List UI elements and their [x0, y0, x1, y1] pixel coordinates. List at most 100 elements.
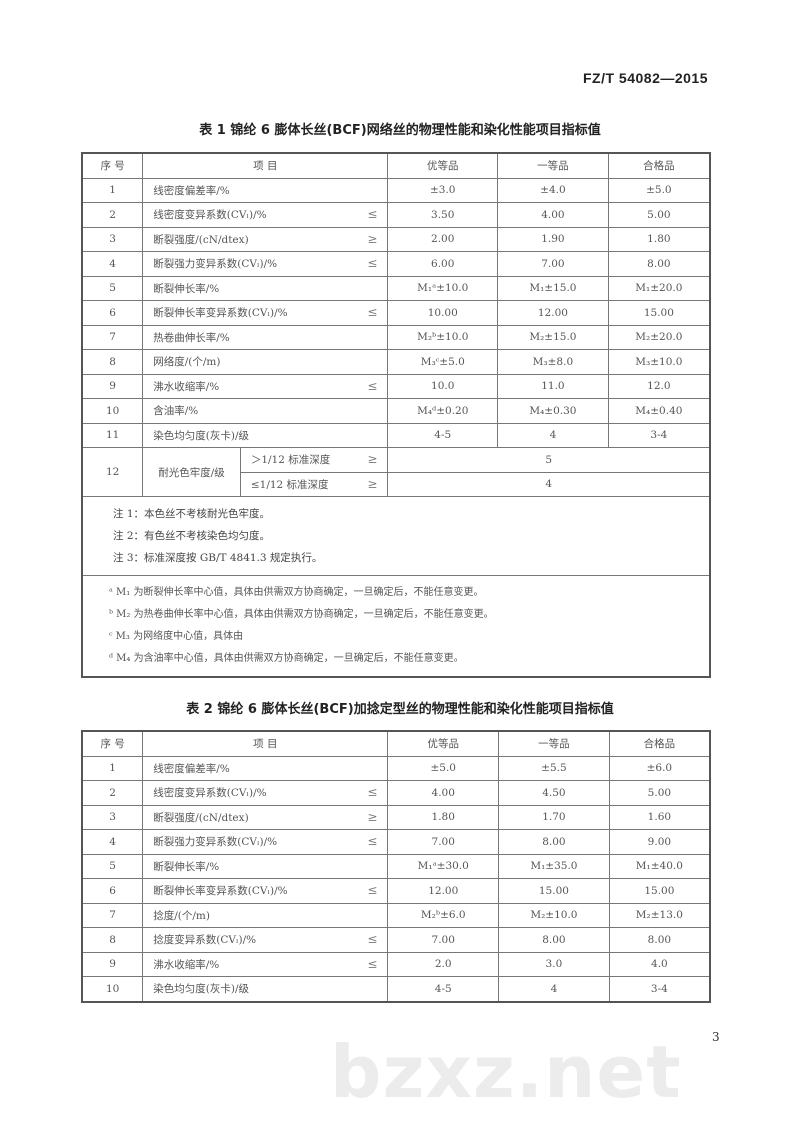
value-excellent: M₄ᵈ±0.20 — [387, 398, 499, 424]
value-first: 4 — [497, 422, 609, 448]
value-first: 1.90 — [497, 226, 609, 252]
standard-number: FZ/T 54082—2015 — [582, 70, 708, 86]
value-qualified: ±5.0 — [607, 177, 711, 203]
table-row: 11 染色均匀度(灰卡)/级 4-5 4 3-4 — [81, 422, 711, 448]
header-excellent: 优等品 — [387, 730, 500, 757]
row-number-text: 10 — [105, 404, 120, 417]
value-excellent-text: M₁ᵃ±30.0 — [417, 860, 469, 873]
row-number-text: 9 — [109, 958, 116, 971]
header-item-text: 项 目 — [253, 160, 278, 173]
value-qualified-text: M₁±20.0 — [635, 282, 683, 295]
value-qualified: ±6.0 — [608, 755, 711, 781]
item-name: 断裂伸长率/% — [142, 853, 389, 879]
header-no: 序 号 — [81, 152, 144, 179]
value-qualified: 9.00 — [608, 829, 711, 855]
value-first: M₃±8.0 — [497, 349, 609, 375]
value-qualified: M₂±20.0 — [607, 324, 711, 350]
value-first: 8.00 — [498, 927, 610, 953]
table-row: 4 ≤ 断裂强力变异系数(CVₗ)/% 6.00 7.00 8.00 — [81, 251, 711, 277]
header-qualified: 合格品 — [607, 152, 711, 179]
table2-title: 表 2 锦纶 6 膨体长丝(BCF)加捻定型丝的物理性能和染化性能项目指标值 — [186, 702, 614, 717]
table-row: 3 ≥ 断裂强度/(cN/dtex) 2.00 1.90 1.80 — [81, 226, 711, 252]
header-excellent-text: 优等品 — [427, 738, 459, 751]
value-first-text: ±5.5 — [541, 762, 567, 775]
item-name: ≤ 沸水收缩率/% — [142, 373, 389, 399]
value-excellent-text: ±3.0 — [429, 184, 456, 197]
comparator: ≥ — [367, 476, 378, 491]
value-first: 15.00 — [498, 878, 610, 904]
value-excellent-text: M₂ᵇ±10.0 — [417, 331, 469, 344]
sub-item-name: ≥ ≤1/12 标准深度 — [239, 471, 389, 497]
table-row: 9 ≤ 沸水收缩率/% 10.0 11.0 12.0 — [81, 373, 711, 399]
value-excellent: 4-5 — [387, 976, 500, 1002]
item-name-text: 断裂伸长率/% — [153, 282, 220, 295]
value-qualified-text: 15.00 — [644, 884, 675, 897]
item-name-text: 断裂伸长率变异系数(CVₗ)/% — [153, 307, 288, 320]
item-name-text: 线密度偏差率/% — [153, 762, 230, 775]
value-excellent-text: 12.00 — [428, 884, 459, 897]
header-first: 一等品 — [498, 730, 610, 757]
item-name: ≤ 断裂伸长率变异系数(CVₗ)/% — [142, 878, 389, 904]
value-excellent-text: M₂ᵇ±6.0 — [420, 909, 466, 922]
value-excellent: 4-5 — [387, 422, 499, 448]
comparator: ≤ — [367, 785, 378, 800]
row-number: 2 — [81, 202, 144, 228]
value-first-text: 1.70 — [542, 811, 566, 824]
value-qualified: 12.0 — [607, 373, 711, 399]
table-row: 6 ≤ 断裂伸长率变异系数(CVₗ)/% 10.00 12.00 15.00 — [81, 300, 711, 326]
header-row: 序 号 项 目 优等品 一等品 合格品 — [81, 152, 711, 179]
value-excellent-text: 7.00 — [431, 933, 455, 946]
row-number-text: 7 — [109, 909, 116, 922]
header-item: 项 目 — [142, 730, 389, 757]
row-number: 7 — [81, 324, 144, 350]
table-row: 8 网络度/(个/m) M₃ᶜ±5.0 M₃±8.0 M₃±10.0 — [81, 349, 711, 375]
comparator: ≤ — [367, 207, 378, 222]
item-name-text: 断裂伸长率变异系数(CVₗ)/% — [153, 885, 288, 898]
header-qualified-text: 合格品 — [643, 160, 675, 173]
value-first-text: M₁±35.0 — [530, 860, 578, 873]
item-name-text: 断裂伸长率/% — [153, 860, 220, 873]
table1: 序 号 项 目 优等品 一等品 合格品 1 线密度偏差率/% ±3.0 ±4.0 ±5.0 2 ≤ 线密… — [81, 152, 711, 678]
header-first-text: 一等品 — [537, 160, 569, 173]
value-qualified-text: 1.60 — [647, 811, 672, 824]
value-qualified: M₄±0.40 — [607, 398, 711, 424]
item-name-text: 网络度/(个/m) — [153, 356, 221, 369]
row-number: 11 — [81, 422, 144, 448]
value-first-text: ±4.0 — [540, 184, 566, 197]
value-excellent: 1.80 — [387, 804, 500, 830]
value-excellent-text: 4-5 — [434, 429, 452, 442]
value-qualified: M₃±10.0 — [607, 349, 711, 375]
value-qualified-text: 5.00 — [647, 208, 671, 221]
value-excellent: M₂ᵇ±6.0 — [387, 902, 500, 928]
value-first: M₂±10.0 — [498, 902, 610, 928]
item-name-text: 染色均匀度(灰卡)/级 — [153, 983, 249, 996]
value-excellent: 2.0 — [387, 951, 500, 977]
value-excellent: 10.0 — [387, 373, 499, 399]
value-first: M₁±35.0 — [498, 853, 610, 879]
row-number-text: 6 — [109, 306, 116, 319]
value-first-text: M₁±15.0 — [529, 282, 577, 295]
value-excellent: ±3.0 — [387, 177, 499, 203]
value-first: 7.00 — [497, 251, 609, 277]
value-excellent-text: ±5.0 — [430, 762, 456, 775]
value-first-text: M₂±15.0 — [529, 331, 577, 344]
table-row: 6 ≤ 断裂伸长率变异系数(CVₗ)/% 12.00 15.00 15.00 — [81, 878, 711, 904]
value-qualified: 1.60 — [608, 804, 711, 830]
value-qualified-text: M₄±0.40 — [635, 404, 683, 417]
table-row: 4 ≤ 断裂强力变异系数(CVₗ)/% 7.00 8.00 9.00 — [81, 829, 711, 855]
header-item: 项 目 — [142, 152, 389, 179]
value-excellent: 12.00 — [387, 878, 500, 904]
row-number: 5 — [81, 275, 144, 301]
item-name-text: 沸水收缩率/% — [153, 958, 220, 971]
sub-item-name-text: ＞1/12 标准深度 — [250, 454, 331, 467]
row-number: 6 — [81, 300, 144, 326]
table1-title: 表 1 锦纶 6 膨体长丝(BCF)网络丝的物理性能和染化性能项目指标值 — [199, 123, 601, 138]
value-qualified: 3-4 — [607, 422, 711, 448]
header-excellent-text: 优等品 — [426, 160, 459, 173]
value-first: M₄±0.30 — [497, 398, 609, 424]
row-number-text: 1 — [109, 184, 116, 197]
table-row: 5 断裂伸长率/% M₁ᵃ±30.0 M₁±35.0 M₁±40.0 — [81, 853, 711, 879]
item-name: ≤ 捻度变异系数(CVₗ)/% — [142, 927, 389, 953]
value-qualified: 5.00 — [607, 202, 711, 228]
header-first-text: 一等品 — [538, 738, 570, 751]
